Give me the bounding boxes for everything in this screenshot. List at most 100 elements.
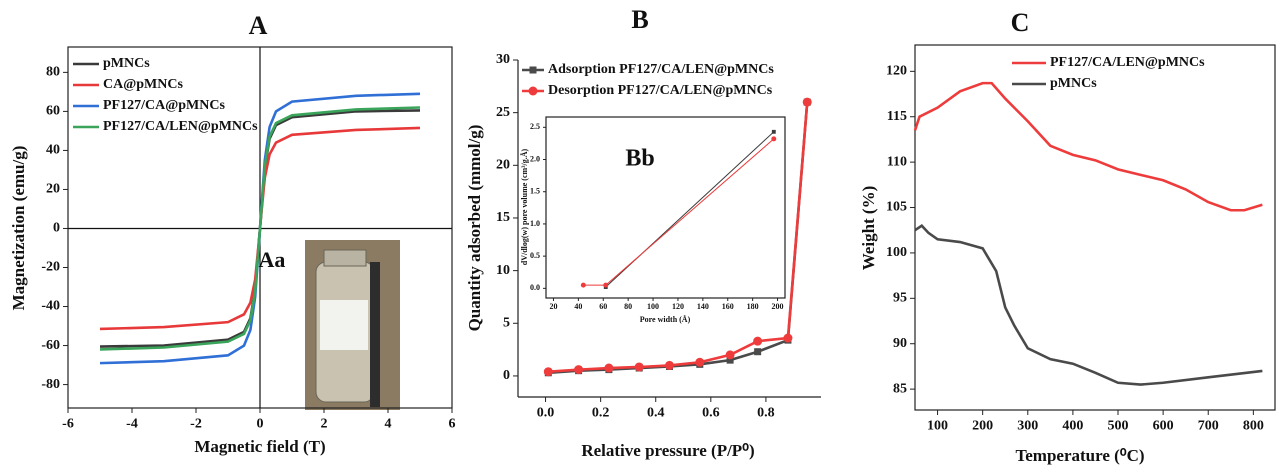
y-tick-label: 90 [893,336,907,351]
marker-circle [543,367,553,377]
legend-label: Desorption PF127/CA/LEN@pMNCs [548,83,773,98]
x-tick-label: 0.8 [757,405,775,420]
x-tick-label: 6 [449,416,456,431]
x-tick-label: 180 [747,302,759,311]
plot-frame [545,116,786,299]
y-tick-label: -20 [41,260,60,275]
y-tick-label: 80 [46,65,60,80]
marker-circle [802,97,812,107]
jar-lid [323,249,367,267]
y-tick-label: 110 [887,154,907,169]
x-tick-label: -2 [190,416,202,431]
y-tick-label: 5 [503,316,510,331]
x-tick-label: 0.6 [702,405,720,420]
y-tick-label: 10 [496,263,510,278]
y-tick-label: 25 [496,105,510,120]
y-tick-label: 95 [893,291,907,306]
y-tick-label: -60 [41,338,60,353]
marker-circle [580,282,586,288]
series-line [913,81,1263,212]
legend-label: CA@pMNCs [103,77,183,92]
marker-circle [725,350,735,360]
x-axis-label: Magnetic field (T) [194,437,325,456]
jar-label [320,300,368,350]
marker-circle [783,333,793,343]
y-axis-label: Weight (%) [859,186,878,271]
chart-title: B [631,5,648,34]
y-tick-label: 0 [503,368,510,383]
y-tick-label: 20 [496,158,510,173]
marker-circle [665,360,674,370]
x-tick-label: 160 [722,302,734,311]
y-tick-label: 20 [46,182,60,197]
annotation: Aa [259,247,286,272]
series-line [548,102,809,375]
x-tick-label: 400 [1062,418,1083,433]
marker-circle [574,365,584,375]
x-tick-label: 80 [624,302,632,311]
y-axis-label: dV/dlog(w) pore volume (cm³/g.Å) [520,148,529,265]
legend-label: PF127/CA/LEN@pMNCs [1050,55,1205,70]
chart-title: A [249,11,268,40]
x-tick-label: 200 [972,418,993,433]
marker-circle [634,362,644,372]
chart-title: C [1011,8,1030,37]
series-line [99,106,421,351]
y-tick-label: 100 [886,245,907,260]
y-tick-label: 105 [886,200,907,215]
x-tick-label: 0.2 [592,405,610,420]
y-axis-label: Quantity adsorbed (mmol/g) [465,125,484,332]
x-tick-label: 500 [1108,418,1129,433]
marker-square [726,356,734,364]
x-tick-label: -4 [126,416,138,431]
marker-circle [771,136,777,142]
x-tick-label: 100 [927,418,948,433]
photo-inset [305,240,400,410]
x-axis-label: Temperature (⁰C) [1015,446,1144,465]
annotation: Bb [625,146,654,172]
x-tick-label: 40 [574,302,582,311]
marker-square [771,129,776,134]
x-tick-label: 100 [647,302,659,311]
legend-label: Adsorption PF127/CA/LEN@pMNCs [548,62,774,77]
y-tick-label: 0 [53,221,60,236]
y-tick-label: 2.0 [530,154,540,163]
y-axis-label: Magnetization (emu/g) [9,146,28,311]
y-tick-label: 0.0 [530,283,540,292]
legend-label: pMNCs [103,56,150,71]
x-tick-label: 0.0 [537,405,555,420]
x-tick-label: 700 [1198,418,1219,433]
y-tick-label: 60 [46,104,60,119]
x-tick-label: 140 [697,302,709,311]
legend-label: PF127/CA@pMNCs [103,98,225,113]
y-tick-label: 120 [886,64,907,79]
y-tick-label: 0.5 [530,251,540,260]
series-line [583,138,775,286]
y-tick-label: 115 [887,109,907,124]
marker-circle [695,357,705,367]
x-tick-label: 20 [549,302,557,311]
legend-marker [528,86,538,96]
y-tick-label: 2.5 [530,122,540,131]
x-tick-label: -6 [62,416,74,431]
x-tick-label: 300 [1017,418,1038,433]
x-tick-label: 4 [385,416,392,431]
legend-marker [529,66,537,74]
x-tick-label: 0 [257,416,264,431]
x-axis-label: Relative pressure (P/P⁰) [581,441,754,460]
y-tick-label: 1.0 [530,219,540,228]
marker-circle [603,282,609,288]
series-line [914,223,1263,386]
marker-square [754,348,762,356]
marker-circle [604,363,614,373]
legend-label: PF127/CA/LEN@pMNCs [103,119,258,134]
legend-label: pMNCs [1050,76,1097,91]
x-tick-label: 200 [772,302,784,311]
x-tick-label: 2 [321,416,328,431]
y-tick-label: 85 [893,381,907,396]
marker-circle [753,336,763,346]
y-tick-label: 30 [496,52,510,67]
stand [370,262,380,407]
x-axis-label: Pore width (Å) [640,315,691,324]
